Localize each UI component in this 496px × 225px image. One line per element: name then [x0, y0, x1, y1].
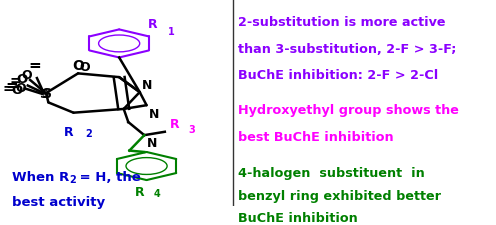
Text: O: O: [11, 83, 22, 96]
Text: best activity: best activity: [12, 195, 105, 208]
Text: 2: 2: [85, 128, 92, 138]
Text: S: S: [42, 87, 52, 101]
Text: BuChE inhibition: BuChE inhibition: [238, 212, 358, 224]
Text: 4: 4: [153, 188, 160, 198]
Text: BuChE inhibition: 2-F > 2-Cl: BuChE inhibition: 2-F > 2-Cl: [238, 69, 438, 82]
Text: 4-halogen  substituent  in: 4-halogen substituent in: [238, 166, 425, 179]
Text: best BuChE inhibition: best BuChE inhibition: [238, 130, 393, 144]
Text: N: N: [149, 108, 159, 121]
Text: 2-substitution is more active: 2-substitution is more active: [238, 16, 445, 29]
Text: R: R: [170, 118, 179, 131]
Text: 1: 1: [168, 27, 174, 36]
Text: Hydroxyethyl group shows the: Hydroxyethyl group shows the: [238, 104, 459, 117]
Text: N: N: [146, 137, 157, 149]
Text: O: O: [15, 81, 25, 94]
Text: =: =: [2, 82, 14, 96]
Text: R: R: [135, 185, 144, 198]
Text: O: O: [16, 73, 28, 86]
Text: =: =: [9, 73, 21, 87]
Text: 3: 3: [188, 125, 195, 135]
Text: benzyl ring exhibited better: benzyl ring exhibited better: [238, 189, 441, 202]
Text: S: S: [39, 87, 48, 100]
Text: than 3-substitution, 2-F > 3-F;: than 3-substitution, 2-F > 3-F;: [238, 42, 456, 55]
Text: O: O: [22, 68, 32, 81]
Text: = H, the: = H, the: [75, 171, 140, 183]
Text: R: R: [148, 18, 158, 31]
Text: =: =: [28, 58, 41, 73]
Text: O: O: [72, 59, 84, 73]
Text: 2: 2: [69, 175, 76, 184]
Text: When R: When R: [12, 171, 69, 183]
Text: O: O: [79, 61, 90, 74]
Text: R: R: [64, 125, 74, 138]
Text: =: =: [5, 78, 18, 93]
Text: N: N: [142, 79, 152, 92]
